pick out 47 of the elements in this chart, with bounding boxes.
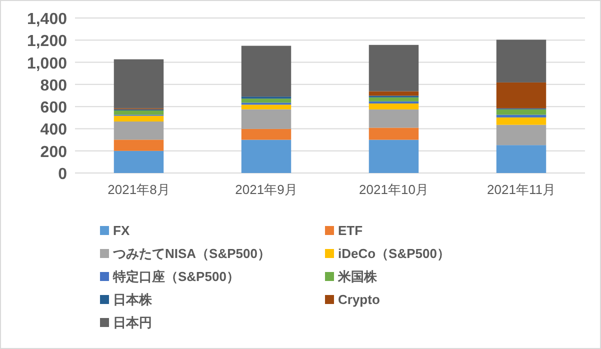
bar	[241, 128, 292, 140]
bar	[241, 46, 292, 97]
bar	[496, 109, 546, 115]
bar	[368, 97, 419, 102]
bar	[241, 140, 292, 173]
bar	[114, 122, 164, 140]
bar	[368, 91, 419, 96]
legend-label: FX	[113, 223, 130, 238]
bar	[241, 109, 292, 129]
legend-label: 特定口座（S&P500）	[112, 269, 240, 284]
bar	[114, 140, 164, 151]
bar	[496, 40, 546, 82]
bar	[114, 116, 164, 122]
bar	[368, 109, 419, 128]
y-tick-label: 1,400	[26, 11, 68, 28]
legend-label: つみたてNISA（S&P500）	[112, 246, 270, 261]
bar	[368, 103, 419, 110]
y-tick-label: 600	[40, 100, 68, 117]
x-tick-label: 2021年10月	[359, 182, 428, 197]
legend-label: iDeCo（S&P500）	[338, 246, 450, 261]
bar	[368, 44, 419, 92]
bar	[496, 82, 546, 108]
legend-label: 日本株	[113, 292, 153, 307]
bar	[241, 98, 292, 103]
x-tick-label: 2021年9月	[235, 182, 298, 197]
y-tick-label: 400	[40, 122, 68, 139]
y-tick-label: 0	[58, 166, 68, 183]
bar	[496, 124, 546, 146]
bar	[114, 59, 164, 108]
legend-label: 米国株	[337, 269, 378, 284]
y-tick-label: 200	[40, 144, 68, 161]
bar	[368, 128, 419, 140]
y-tick-label: 1,200	[26, 33, 68, 50]
bar	[241, 104, 292, 110]
legend-label: 日本円	[113, 315, 152, 330]
legend-label: ETF	[338, 223, 363, 238]
legend-label: Crypto	[338, 292, 380, 307]
bar	[368, 140, 419, 173]
bar	[496, 145, 546, 173]
bar	[114, 150, 164, 173]
x-tick-label: 2021年11月	[487, 182, 556, 197]
y-tick-label: 1,000	[26, 55, 68, 72]
bar	[496, 114, 546, 118]
y-tick-label: 800	[40, 77, 68, 94]
x-tick-label: 2021年8月	[108, 182, 170, 197]
bar	[114, 110, 164, 115]
bar	[496, 117, 546, 125]
